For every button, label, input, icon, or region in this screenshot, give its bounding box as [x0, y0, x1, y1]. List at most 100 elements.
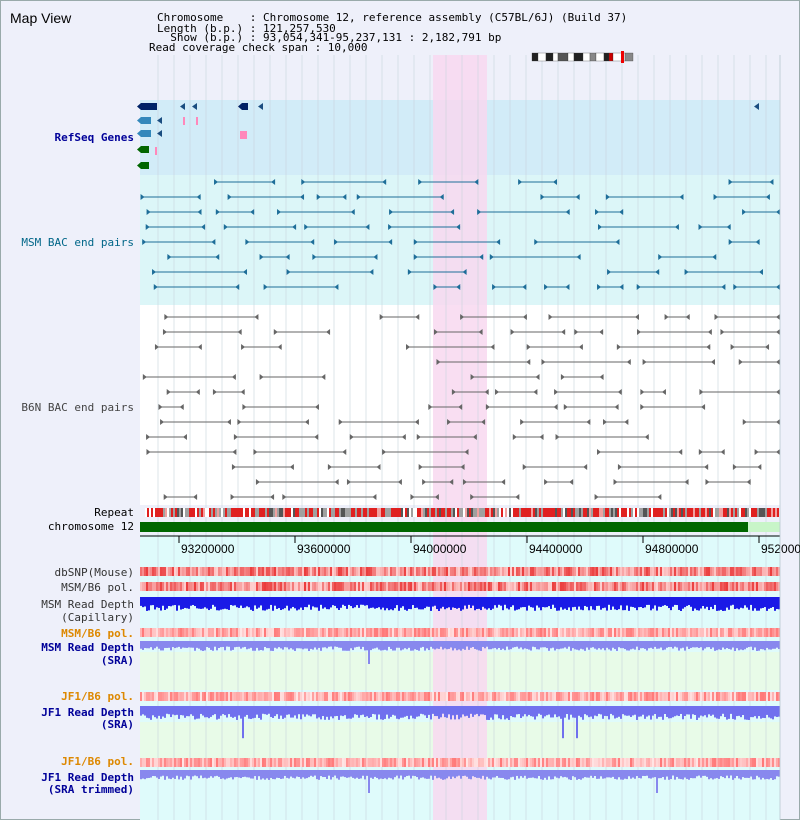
b6n-bac-pair-end: [179, 404, 184, 410]
msm-b6-pol-sra-strip: [226, 628, 228, 637]
msm-b6-pol-strip: [626, 582, 628, 591]
jf1-b6-pol-trim-strip: [760, 758, 762, 767]
repeat-segment: [385, 508, 387, 517]
jf1-depth-trim-bar: [376, 770, 378, 778]
dbsnp-strip: [610, 567, 612, 576]
msm-depth-sra-bar: [320, 641, 322, 651]
b6n-bac-pair-end: [255, 479, 260, 485]
msm-depth-sra-bar: [684, 641, 686, 651]
msm-b6-pol-strip: [362, 582, 364, 591]
jf1-depth-sra-bar: [498, 706, 500, 719]
repeat-segment: [401, 508, 403, 517]
msm-depth-capillary-bar: [722, 597, 724, 611]
msm-b6-pol-strip: [716, 582, 718, 591]
dbsnp-strip: [568, 567, 570, 576]
msm-b6-pol-strip: [690, 582, 692, 591]
dbsnp-strip: [540, 567, 542, 576]
b6n-bac-pair-end: [541, 359, 546, 365]
jf1-depth-trim-bar: [434, 770, 436, 776]
msm-b6-pol-sra-strip: [598, 628, 600, 637]
jf1-depth-trim-bar: [438, 770, 440, 778]
jf1-b6-pol-strip: [734, 692, 736, 701]
msm-b6-pol-sra-strip: [282, 628, 284, 637]
jf1-depth-trim-bar: [472, 770, 474, 777]
dbsnp-strip: [720, 567, 722, 576]
msm-b6-pol-sra-strip: [588, 628, 590, 637]
jf1-depth-sra-bar: [484, 706, 486, 716]
dbsnp-strip: [572, 567, 574, 576]
jf1-b6-pol-trim-strip: [470, 758, 472, 767]
jf1-b6-pol-trim-strip: [634, 758, 636, 767]
msm-b6-pol-sra-strip: [530, 628, 532, 637]
msm-depth-capillary-bar: [364, 597, 366, 606]
msm-b6-pol-sra-strip: [594, 628, 596, 637]
msm-depth-sra-bar: [232, 641, 234, 650]
repeat-segment: [231, 508, 233, 517]
jf1-b6-pol-strip: [702, 692, 704, 701]
msm-depth-capillary-bar: [628, 597, 630, 611]
b6n-bac-pair-end: [193, 494, 198, 500]
msm-depth-capillary-bar: [168, 597, 170, 607]
jf1-depth-sra-bar: [198, 706, 200, 719]
jf1-depth-sra-bar: [210, 706, 212, 717]
jf1-depth-trim-bar: [470, 770, 472, 780]
jf1-b6-pol-trim-strip: [620, 758, 622, 767]
msm-depth-sra-bar: [238, 641, 240, 647]
msm-depth-sra-bar: [410, 641, 412, 651]
dbsnp-strip: [470, 567, 472, 576]
msm-b6-pol-sra-strip: [328, 628, 330, 637]
b6n-bac-pair-end: [146, 449, 151, 455]
dbsnp-strip: [338, 567, 340, 576]
msm-depth-sra-bar: [770, 641, 772, 650]
jf1-b6-pol-trim-strip: [652, 758, 654, 767]
msm-b6-pol-strip: [704, 582, 706, 591]
repeat-segment: [777, 508, 779, 517]
dbsnp-strip: [756, 567, 758, 576]
repeat-label: Repeat: [94, 506, 134, 519]
msm-depth-sra-bar: [280, 641, 282, 649]
msm-b6-pol-sra-strip: [252, 628, 254, 637]
dbsnp-strip: [290, 567, 292, 576]
jf1-b6-pol-trim-strip: [232, 758, 234, 767]
msm-depth-sra-bar: [424, 641, 426, 651]
jf1-depth-sra-bar: [300, 706, 302, 720]
jf1-b6-pol-trim-strip: [430, 758, 432, 767]
jf1-depth-trim-bar: [180, 770, 182, 777]
b6n-bac-pair-end: [678, 449, 683, 455]
msm-depth-sra-bar: [558, 641, 560, 650]
repeat-segment: [313, 508, 315, 517]
jf1-depth-sra-bar: [388, 706, 390, 719]
jf1-depth-sra-bar: [628, 706, 630, 716]
jf1-depth-sra-bar: [632, 706, 634, 716]
repeat-segment: [301, 508, 303, 517]
jf1-depth-sra-bar: [704, 706, 706, 716]
jf1-b6-pol-strip: [586, 692, 588, 701]
jf1-b6-pol-trim-strip: [588, 758, 590, 767]
jf1-depth-trim-bar: [340, 770, 342, 777]
jf1-b6-pol-strip: [384, 692, 386, 701]
msm-depth-capillary-bar: [144, 597, 146, 607]
jf1-depth-sra-bar: [242, 706, 244, 739]
repeat-segment: [477, 508, 479, 517]
msm-b6-pol-sra-strip: [710, 628, 712, 637]
msm-b6-pol-sra-strip: [382, 628, 384, 637]
msm-depth-sra-bar: [778, 641, 780, 650]
jf1-depth-sra-bar: [612, 706, 614, 716]
msm-depth-sra-bar: [204, 641, 206, 651]
msm-depth-sra-bar: [428, 641, 430, 651]
chromosome-label: chromosome 12: [47, 520, 134, 533]
jf1-b6-pol-strip: [684, 692, 686, 701]
jf1-b6-pol-trim-strip: [462, 758, 464, 767]
msm-depth-capillary-bar: [170, 597, 172, 607]
dbsnp-strip: [438, 567, 440, 576]
jf1-depth-trim-bar: [570, 770, 572, 780]
dbsnp-strip: [636, 567, 638, 576]
msm-depth-sra-bar: [252, 641, 254, 651]
jf1-depth-trim-bar: [264, 770, 266, 780]
msm-b6-pol-strip: [698, 582, 700, 591]
refseq-gene-arrow: [192, 103, 197, 110]
msm-depth-capillary-bar: [214, 597, 216, 607]
jf1-depth-sra-bar: [732, 706, 734, 719]
msm-depth-sra-bar: [414, 641, 416, 650]
